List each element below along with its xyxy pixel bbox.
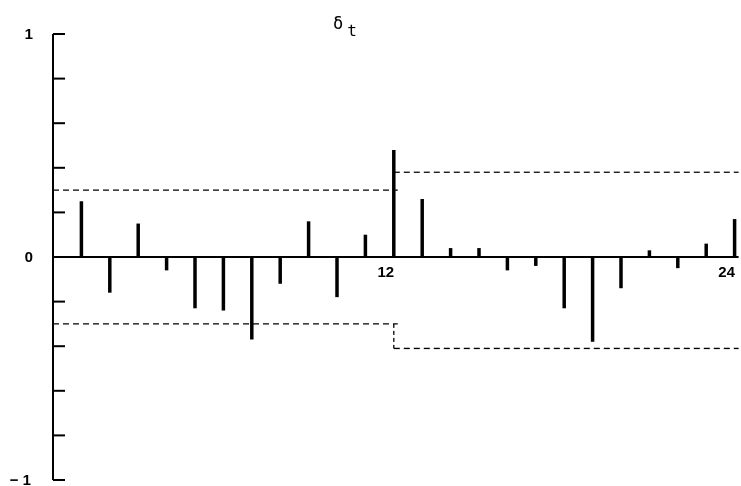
y-tick-label: 1 — [25, 26, 33, 43]
x-tick-label: 24 — [718, 264, 735, 281]
chart-title-main: δ — [333, 14, 343, 34]
x-tick-label: 12 — [377, 264, 394, 281]
y-tick-label: 0 — [25, 249, 33, 266]
chart-title-subscript: t — [347, 21, 357, 40]
axes — [52, 33, 739, 481]
confidence-bands — [53, 171, 739, 350]
y-tick-label: − 1 — [10, 472, 31, 486]
tick-labels: 1 0 − 1 12 24 — [10, 26, 736, 486]
bars — [79, 149, 737, 342]
